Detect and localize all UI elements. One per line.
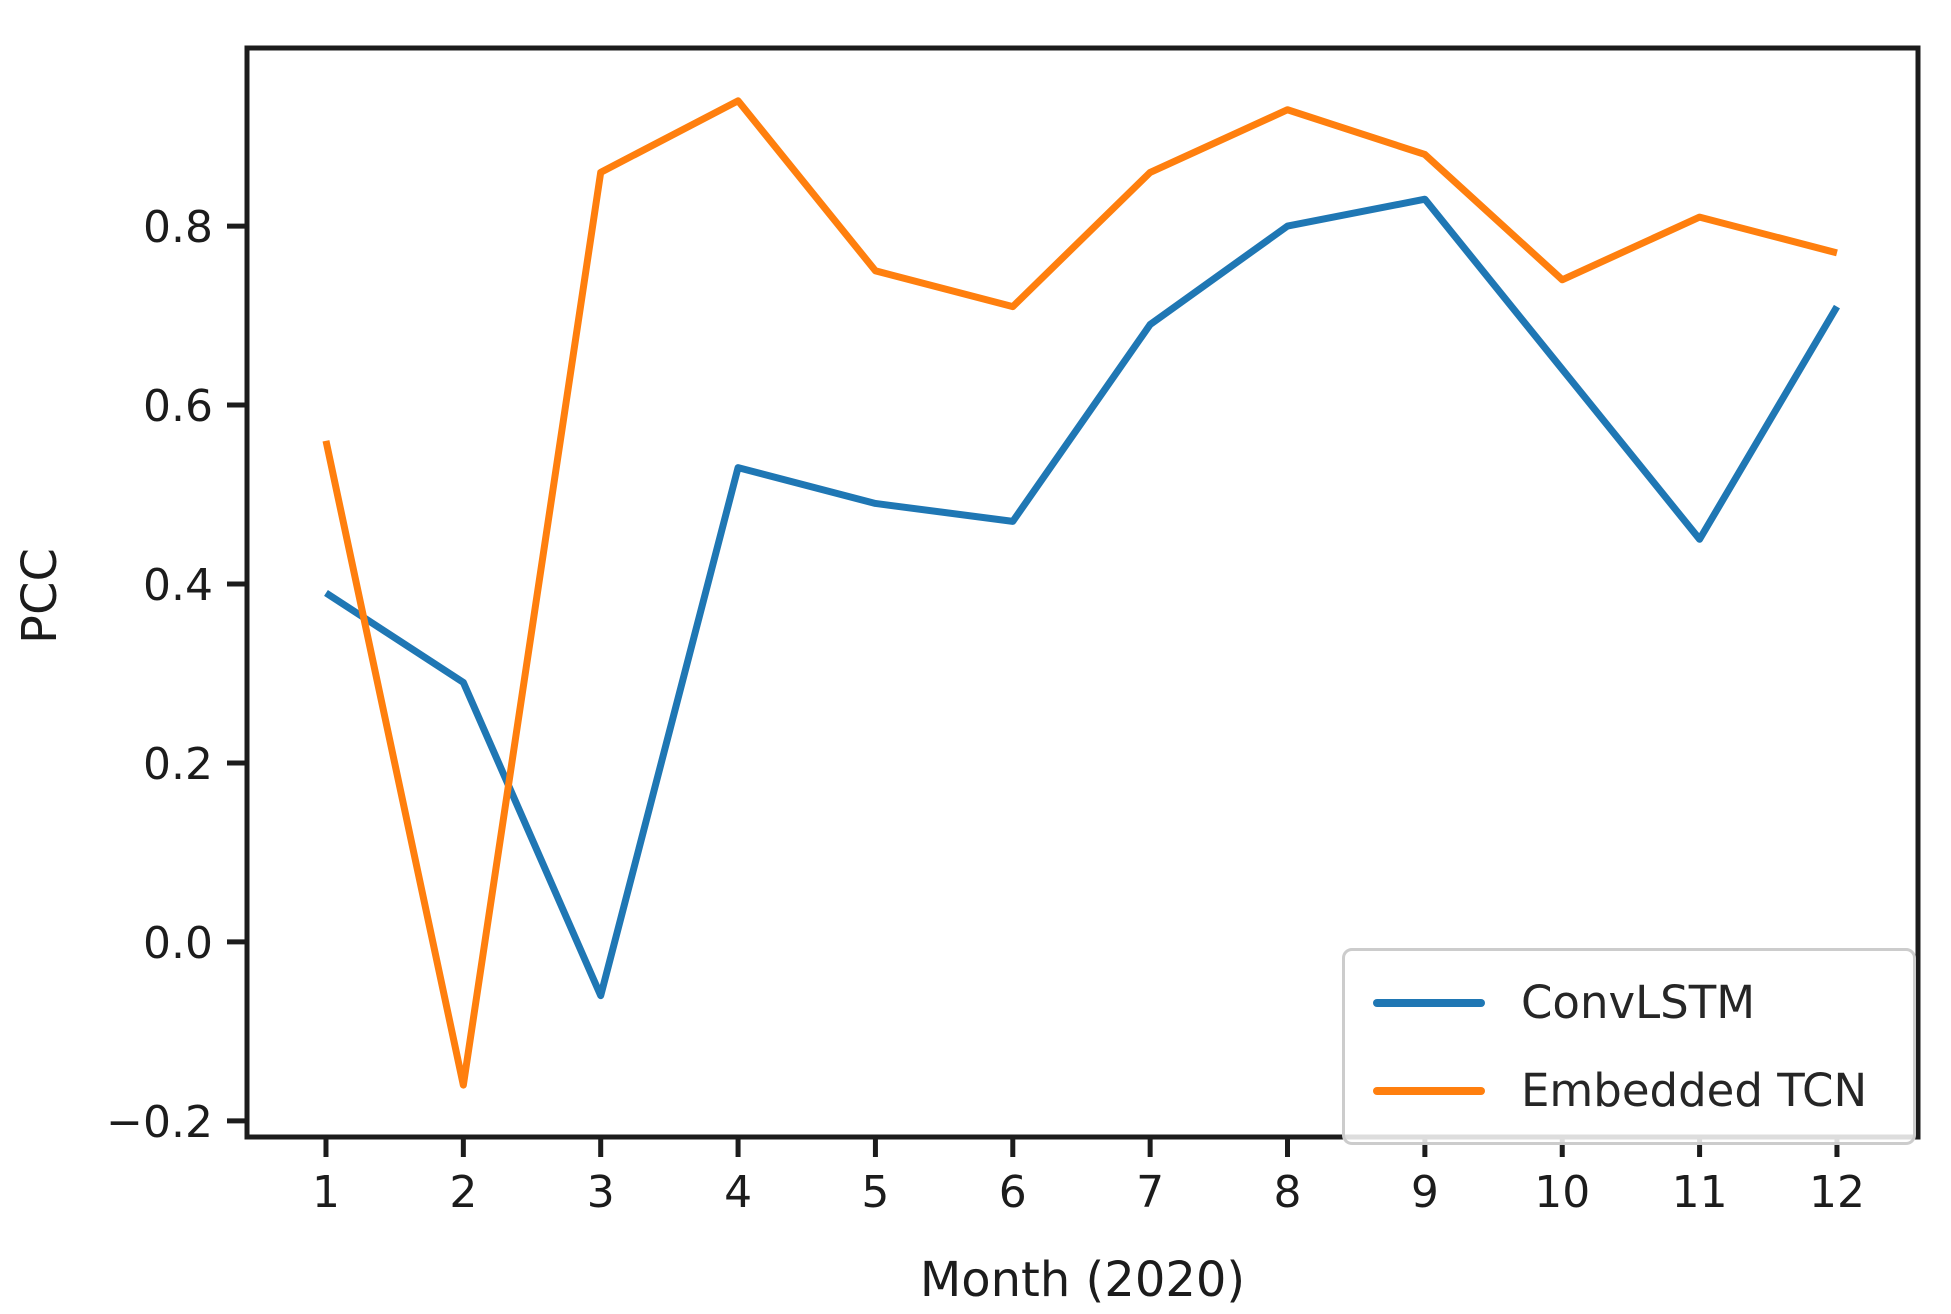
x-tick-label: 11 xyxy=(1672,1167,1728,1218)
x-tick-label: 5 xyxy=(861,1167,889,1218)
y-tick-label: 0.2 xyxy=(143,739,213,790)
x-tick-label: 10 xyxy=(1534,1167,1590,1218)
x-tick-label: 9 xyxy=(1411,1167,1439,1218)
legend-item-embedded-tcn: Embedded TCN xyxy=(1373,1047,1913,1135)
x-tick-label: 3 xyxy=(587,1167,615,1218)
x-tick-label: 7 xyxy=(1136,1167,1164,1218)
y-axis-title: PCC xyxy=(12,548,68,644)
y-tick-label: 0.6 xyxy=(143,381,213,432)
y-tick-label: −0.2 xyxy=(106,1097,213,1148)
x-tick-label: 2 xyxy=(449,1167,477,1218)
x-tick-label: 1 xyxy=(312,1167,340,1218)
y-tick-label: 0.0 xyxy=(143,918,213,969)
x-axis-title: Month (2020) xyxy=(919,1252,1246,1308)
series-line-embedded-tcn xyxy=(322,97,1838,1089)
y-tick-label: 0.8 xyxy=(143,202,213,253)
legend-label-convlstm: ConvLSTM xyxy=(1521,976,1756,1029)
legend-label-embedded-tcn: Embedded TCN xyxy=(1521,1064,1868,1117)
x-tick-label: 4 xyxy=(724,1167,752,1218)
series-line-convlstm xyxy=(324,195,1840,1000)
legend-line-sample-embedded-tcn xyxy=(1373,1086,1485,1095)
legend: ConvLSTM Embedded TCN xyxy=(1342,948,1916,1145)
x-tick-label: 8 xyxy=(1274,1167,1302,1218)
x-tick-label: 6 xyxy=(999,1167,1027,1218)
legend-item-convlstm: ConvLSTM xyxy=(1373,959,1913,1047)
y-tick-label: 0.4 xyxy=(143,560,213,611)
legend-line-sample-convlstm xyxy=(1373,998,1485,1007)
plot-frame xyxy=(244,45,1921,1140)
x-tick-label: 12 xyxy=(1809,1167,1865,1218)
